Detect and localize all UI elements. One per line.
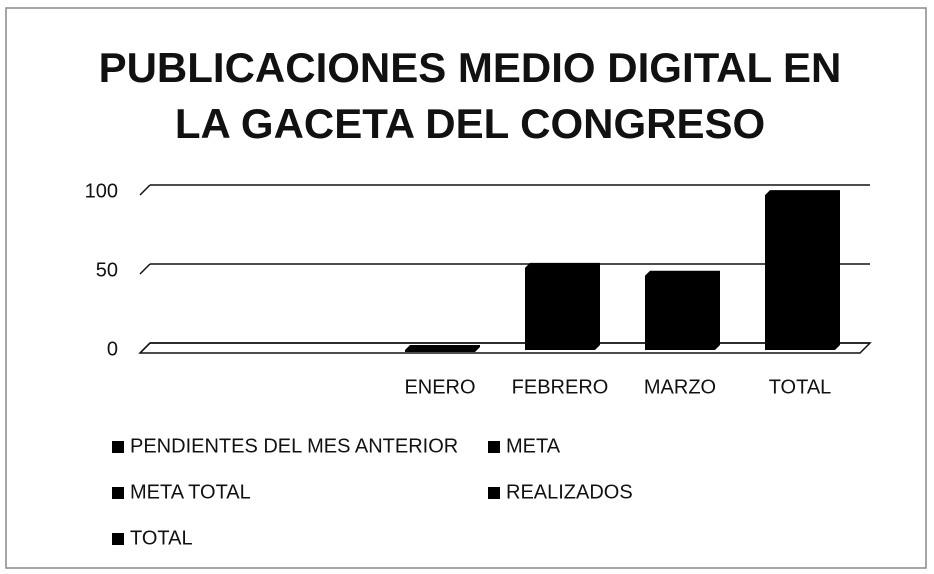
y-tick-label: 100	[85, 180, 118, 202]
chart-title: PUBLICACIONES MEDIO DIGITAL EN LA GACETA…	[98, 44, 842, 147]
legend-label: META TOTAL	[130, 481, 251, 503]
x-tick-label: MARZO	[644, 376, 716, 398]
x-tick-label: TOTAL	[769, 376, 832, 398]
bar	[405, 345, 480, 352]
legend-label: REALIZADOS	[506, 481, 633, 503]
chart-border	[5, 7, 927, 569]
legend-swatch	[112, 487, 124, 499]
x-tick-label: ENERO	[404, 376, 475, 398]
bar	[525, 262, 600, 350]
legend-swatch	[488, 441, 500, 453]
legend-label: PENDIENTES DEL MES ANTERIOR	[130, 435, 458, 457]
legend-swatch	[112, 441, 124, 453]
grid-line	[139, 342, 151, 354]
x-tick-label: FEBRERO	[512, 376, 609, 398]
y-tick-label: 0	[107, 338, 118, 360]
legend-label: TOTAL	[130, 527, 193, 549]
legend-swatch	[488, 487, 500, 499]
bar	[765, 190, 840, 350]
grid-line	[139, 184, 151, 196]
floor	[138, 342, 872, 354]
legend-label: META	[506, 435, 561, 457]
bar	[645, 270, 720, 350]
grid-line	[139, 263, 151, 275]
y-tick-label: 50	[96, 259, 118, 281]
legend-swatch	[112, 533, 124, 545]
